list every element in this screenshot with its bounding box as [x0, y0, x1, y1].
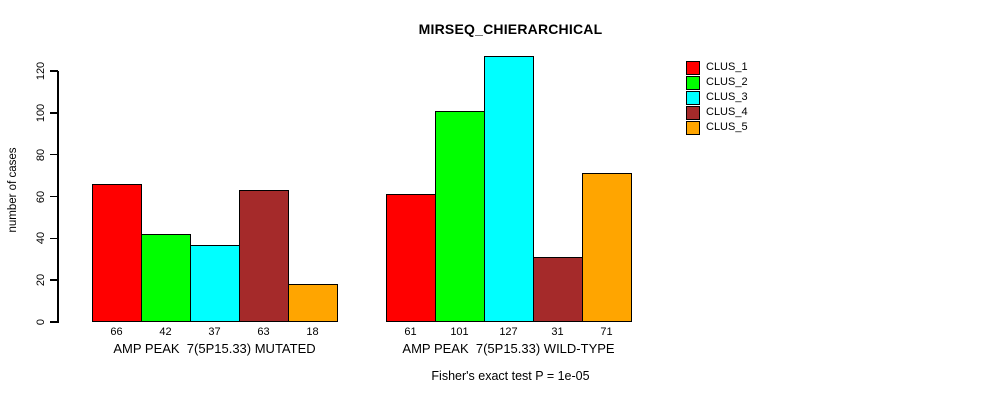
legend-label: CLUS_3	[706, 91, 748, 103]
y-tick-mark	[50, 153, 58, 156]
bar-value-label: 37	[208, 326, 221, 338]
group-label-mutated: AMP PEAK 7(5P15.33) MUTATED	[113, 341, 316, 356]
legend-item-clus_5: CLUS_5	[686, 120, 748, 135]
legend-swatch-icon	[686, 75, 700, 90]
y-tick-label: 20	[35, 274, 47, 287]
bar-clus_5-group1	[288, 284, 338, 322]
legend-item-clus_4: CLUS_4	[686, 105, 748, 120]
legend-item-clus_3: CLUS_3	[686, 90, 748, 105]
y-tick-mark	[50, 237, 58, 240]
bar-clus_2-group1	[141, 234, 191, 322]
legend-swatch-icon	[686, 60, 700, 75]
bar-value-label: 71	[600, 326, 613, 338]
y-tick-label: 60	[35, 190, 47, 203]
bar-value-label: 18	[306, 326, 319, 338]
bar-value-label: 42	[159, 326, 172, 338]
legend-label: CLUS_5	[706, 121, 748, 133]
y-tick-mark	[50, 195, 58, 198]
group-label-wild-type: AMP PEAK 7(5P15.33) WILD-TYPE	[402, 341, 615, 356]
bar-value-label: 63	[257, 326, 270, 338]
bar-value-label: 127	[499, 326, 518, 338]
bar-value-label: 101	[450, 326, 469, 338]
legend-label: CLUS_1	[706, 61, 748, 73]
chart-title: MIRSEQ_CHIERARCHICAL	[418, 21, 603, 37]
y-tick-mark	[50, 112, 58, 114]
fisher-test-annotation: Fisher's exact test P = 1e-05	[431, 369, 590, 383]
bar-clus_1-group2	[386, 194, 436, 322]
y-tick-label: 80	[35, 148, 47, 161]
y-tick-label: 40	[35, 232, 47, 245]
y-tick-label: 0	[35, 318, 47, 326]
bar-clus_5-group2	[582, 173, 632, 322]
bar-clus_1-group1	[92, 184, 142, 322]
bar-clus_2-group2	[435, 111, 485, 322]
bar-clus_3-group1	[190, 245, 240, 322]
bar-clus_4-group2	[533, 257, 583, 322]
y-tick-mark	[50, 321, 58, 323]
y-tick-label: 120	[35, 61, 47, 81]
bar-value-label: 61	[404, 326, 417, 338]
bar-clus_4-group1	[239, 190, 289, 322]
bar-value-label: 31	[551, 326, 564, 338]
bar-clus_3-group2	[484, 56, 534, 322]
y-tick-label: 100	[35, 103, 47, 123]
legend: CLUS_1 CLUS_2 CLUS_3 CLUS_4 CLUS_5	[686, 60, 748, 136]
legend-item-clus_2: CLUS_2	[686, 75, 748, 90]
y-axis-title: number of cases	[7, 147, 19, 233]
y-tick-mark	[50, 279, 58, 281]
bar-value-label: 66	[110, 326, 123, 338]
legend-swatch-icon	[686, 120, 700, 135]
legend-swatch-icon	[686, 90, 700, 105]
legend-label: CLUS_4	[706, 106, 748, 118]
legend-label: CLUS_2	[706, 76, 748, 88]
legend-swatch-icon	[686, 105, 700, 120]
legend-item-clus_1: CLUS_1	[686, 60, 748, 75]
y-tick-mark	[50, 70, 58, 72]
